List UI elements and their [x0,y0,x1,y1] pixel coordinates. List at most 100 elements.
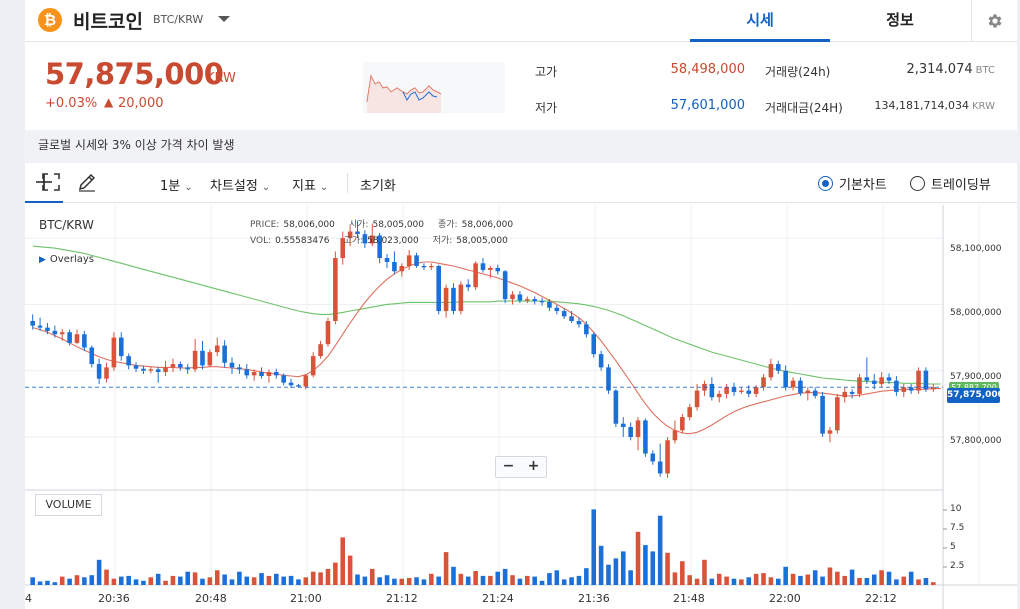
tab-info[interactable]: 정보 [886,11,914,29]
candle-down [620,423,626,428]
volume-bar [244,576,250,585]
candle-up [473,263,478,288]
candle-up [111,337,117,368]
zoom-in-button[interactable]: + [527,458,540,474]
overlays-toggle[interactable]: ▶ Overlays [39,254,94,265]
candle-up [790,380,796,388]
volume-bar [539,580,545,585]
volume-bar [414,577,419,585]
volume-bar [584,568,589,585]
volume-bar [886,571,892,585]
view-basic-radio[interactable]: 기본차트 [818,174,887,193]
candle-down [539,301,545,303]
candle-down [96,364,102,379]
ohlc-vol: 0.55583476 [275,236,330,246]
candle-down [355,231,360,235]
volume-tick-label: 7.5 [950,523,965,533]
volume-bar [665,552,670,585]
candle-down [657,461,663,474]
pencil-icon[interactable] [76,171,98,193]
volume-bar [901,576,907,585]
candle-down [296,385,301,387]
volume-bar [672,572,678,585]
coin-select-caret-icon[interactable] [215,10,233,28]
gear-icon[interactable] [971,0,1017,42]
volume-bar [74,575,80,585]
volume-bar [613,558,619,585]
candle-up [931,387,936,390]
volume-bar [502,568,508,585]
candle-down [126,356,131,366]
candle-down [923,370,929,390]
volume-bar [820,576,825,585]
candle-down [392,262,397,272]
candle-down [89,347,95,365]
toolbar-divider [347,173,348,193]
volume-bar [495,571,501,585]
volume-tick-label: 5 [950,542,956,552]
volume-bar [148,577,154,585]
volume-bar [155,573,161,585]
volume-bar [170,575,176,585]
volume-bar [369,568,375,585]
chart-settings-label: 차트설정 [210,179,258,194]
x-tick-label: 4 [25,592,32,605]
volume-bar [45,580,50,585]
x-tick-label: 22:00 [769,592,801,605]
current-price: 57,875,000 [45,57,224,91]
candle-down [52,330,58,335]
candle-up [340,238,346,259]
volume-bar [473,571,478,585]
ohlc-price: 58,006,000 [283,220,335,230]
volume-bar [52,582,58,585]
candle-down [820,395,825,434]
tab-quote[interactable]: 시세 [690,0,830,42]
volume-bar [118,576,124,585]
app-window: ₿ 비트코인 BTC/KRW 시세 정보 57,875,000 KRW +0.0… [25,0,1017,609]
chart-canvas[interactable] [25,205,1017,609]
volume-bar [82,577,87,585]
candle-up [318,344,323,357]
volume-bar [768,577,774,585]
mini-price-chart [363,62,505,113]
candle-down [576,320,582,325]
volume-bar [318,572,323,585]
reset-button[interactable]: 초기화 [360,179,396,194]
volume-bar [761,573,766,585]
y-tick-label: 58,000,000 [950,308,1002,318]
radio-checked-icon [818,176,833,191]
candle-down [532,299,537,302]
volume-bar [37,581,43,585]
ohlc-high-label: 고가: [343,236,364,246]
volume-bar [303,577,309,585]
volume-24h-value: 2,314.074 BTC [855,62,995,77]
candle-up [333,258,338,321]
crosshair-icon[interactable] [25,163,63,203]
indicators-dropdown[interactable]: 지표 ⌄ [292,175,328,194]
ohlc-low: 58,005,000 [456,236,508,246]
view-tradingview-radio[interactable]: 트레이딩뷰 [910,174,991,193]
candle-up [635,420,641,437]
zoom-out-button[interactable]: − [502,458,515,474]
volume-bar [436,576,441,585]
change-amount: 20,000 [118,96,164,111]
candle-down [155,369,161,373]
ohlc-legend: PRICE: 58,006,000 시가: 58,005,000 종가: 58,006… [250,217,527,249]
candle-down [643,420,648,454]
chart-settings-dropdown[interactable]: 차트설정 ⌄ [210,175,270,194]
interval-dropdown[interactable]: 1분 ⌄ [160,175,193,194]
interval-label: 1분 [160,179,181,194]
volume-bar [67,578,72,585]
volume-bar [517,578,523,585]
volume-bar [229,579,235,585]
bitcoin-logo-icon: ₿ [38,8,62,32]
candle-down [598,354,604,368]
fullscreen-icon[interactable] [40,171,62,193]
ohlc-high: 58,023,000 [367,236,419,246]
radio-unchecked-icon [910,176,925,191]
volume-bar [635,531,641,585]
ohlc-close: 58,006,000 [461,220,514,230]
candlestick-chart[interactable]: BTC/KRW PRICE: 58,006,000 시가: 58,005,000 종… [25,205,1017,609]
price-gap-notice: 글로벌 시세와 3% 이상 가격 차이 발생 [25,130,1017,163]
volume-bar [849,569,855,585]
